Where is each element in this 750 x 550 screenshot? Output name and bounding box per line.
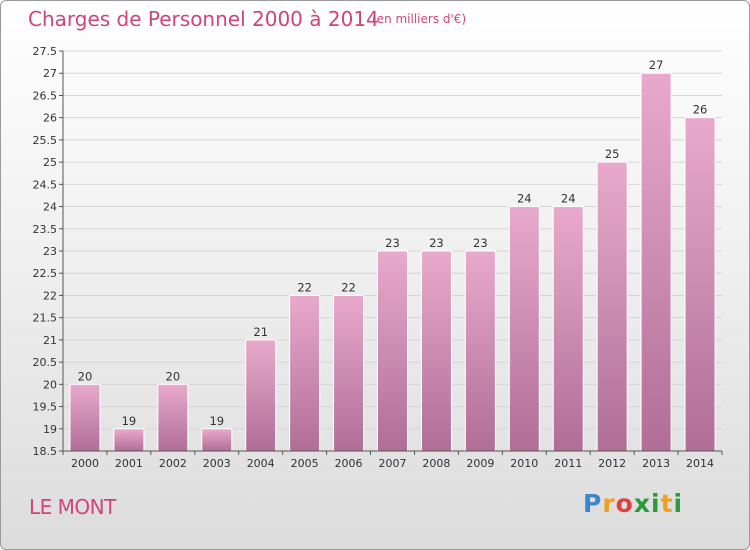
y-tick-label: 26 [43, 112, 57, 125]
bar-2004 [245, 339, 277, 452]
y-tick-label: 21.5 [33, 312, 58, 325]
bar-value-label: 22 [341, 280, 356, 294]
x-tick-label: 2004 [247, 457, 275, 470]
bar-value-label: 20 [78, 369, 93, 383]
y-tick-label: 27 [43, 67, 57, 80]
bar-value-label: 24 [561, 192, 576, 206]
bar-2011 [552, 206, 584, 452]
x-tick-label: 2010 [510, 457, 538, 470]
y-tick-label: 26.5 [33, 89, 58, 102]
x-tick-label: 2001 [115, 457, 143, 470]
y-tick-label: 21 [43, 334, 57, 347]
bar-value-label: 21 [253, 325, 268, 339]
bar-2008 [420, 250, 452, 452]
proxiti-logo: Proxiti [583, 489, 684, 518]
y-tick-label: 19.5 [33, 401, 58, 414]
x-tick-label: 2005 [291, 457, 319, 470]
chart-subtitle: (en milliers d'€) [372, 12, 467, 26]
bar-2006 [333, 294, 365, 452]
bar-2009 [464, 250, 496, 452]
labels: 18.5 19 19.5 20 20.5 21 21.5 22 22.5 23 23.5 24 24.5… [33, 45, 715, 470]
x-tick-label: 2002 [159, 457, 187, 470]
bar-value-label: 27 [649, 58, 664, 72]
bar-2014 [684, 117, 716, 452]
bar-value-label: 23 [473, 236, 488, 250]
y-tick-label: 25.5 [33, 134, 58, 147]
bar-2005 [289, 294, 321, 452]
x-tick-label: 2000 [71, 457, 99, 470]
x-tick-label: 2003 [203, 457, 231, 470]
y-tick-label: 24 [43, 201, 57, 214]
bar-2010 [508, 206, 540, 452]
x-tick-label: 2014 [686, 457, 714, 470]
y-tick-label: 27.5 [33, 45, 58, 58]
x-tick-label: 2012 [598, 457, 626, 470]
bar-2002 [157, 383, 189, 452]
bar-value-label: 26 [693, 103, 708, 117]
chart-title: Charges de Personnel 2000 à 2014 [28, 7, 379, 31]
bar-2001 [113, 428, 145, 452]
bar-2013 [640, 72, 672, 452]
y-tick-label: 22 [43, 289, 57, 302]
y-tick-label: 25 [43, 156, 57, 169]
x-tick-label: 2008 [422, 457, 450, 470]
bar-2003 [201, 428, 233, 452]
bar-value-label: 23 [429, 236, 444, 250]
bar-2000 [69, 383, 101, 452]
bar-value-label: 19 [209, 414, 224, 428]
y-tick-label: 20.5 [33, 356, 58, 369]
x-tick-label: 2009 [466, 457, 494, 470]
bar-value-label: 24 [517, 192, 532, 206]
bar-2012 [596, 161, 628, 452]
axes [59, 50, 723, 455]
bar-2007 [377, 250, 408, 452]
bar-value-label: 20 [166, 369, 181, 383]
y-tick-label: 23 [43, 245, 57, 258]
x-tick-label: 2011 [554, 457, 582, 470]
bar-value-label: 23 [385, 236, 400, 250]
y-tick-label: 23.5 [33, 223, 58, 236]
x-tick-label: 2006 [335, 457, 363, 470]
bar-value-label: 19 [122, 414, 137, 428]
x-tick-label: 2013 [642, 457, 670, 470]
y-tick-label: 20 [43, 378, 57, 391]
commune-name: LE MONT [29, 495, 116, 519]
y-tick-label: 19 [43, 423, 57, 436]
x-tick-label: 2007 [379, 457, 407, 470]
y-tick-label: 22.5 [33, 267, 58, 280]
y-tick-label: 24.5 [33, 178, 58, 191]
bars [69, 72, 716, 452]
y-tick-label: 18.5 [33, 445, 58, 458]
bar-value-label: 25 [605, 147, 620, 161]
bar-value-label: 22 [297, 280, 312, 294]
